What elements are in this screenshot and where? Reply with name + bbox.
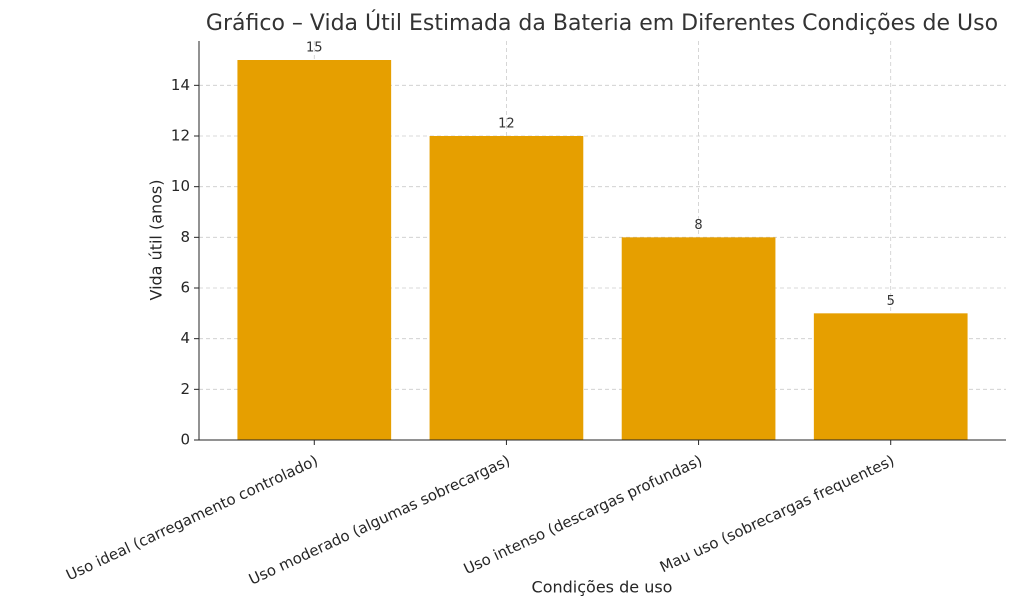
bar: [621, 237, 776, 440]
y-axis-label: Vida útil (anos): [147, 179, 166, 300]
bar: [237, 60, 392, 440]
y-tick-label: 6: [180, 279, 190, 297]
y-tick-label: 12: [171, 127, 190, 145]
bar: [813, 313, 968, 440]
x-axis-label: Condições de uso: [532, 578, 673, 597]
y-tick-label: 10: [171, 177, 190, 195]
chart-title: Gráfico – Vida Útil Estimada da Bateria …: [206, 10, 998, 36]
y-tick-label: 2: [180, 380, 190, 398]
data-label: 5: [887, 294, 895, 309]
y-tick-label: 4: [180, 329, 190, 347]
y-tick-label: 14: [171, 76, 190, 94]
data-label: 12: [498, 117, 515, 132]
bar: [429, 136, 584, 440]
data-label: 15: [306, 41, 323, 56]
y-tick-label: 8: [180, 228, 190, 246]
data-label: 8: [694, 218, 702, 233]
y-tick-label: 0: [180, 431, 190, 449]
